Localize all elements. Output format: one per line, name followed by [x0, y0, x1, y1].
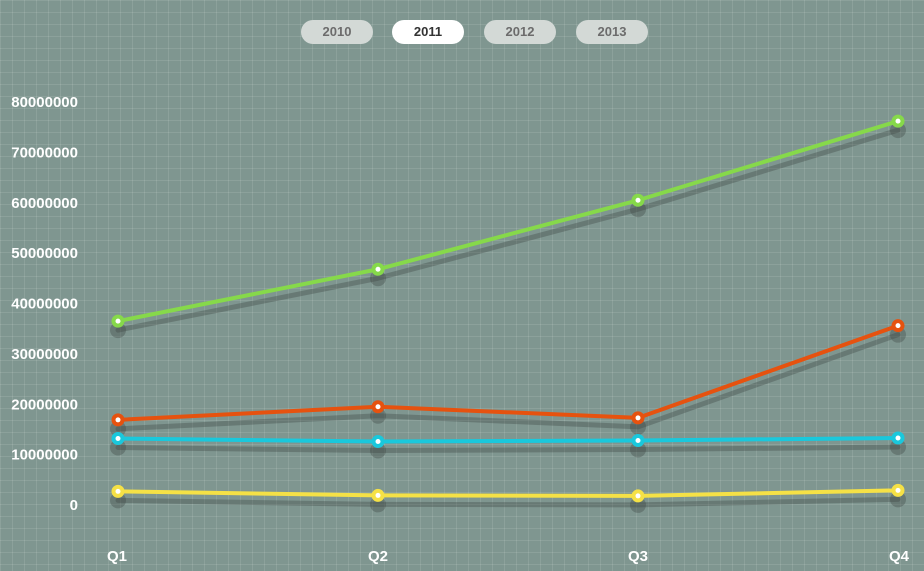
- tab-2011[interactable]: 2011: [392, 20, 464, 44]
- series-points: [111, 114, 905, 503]
- data-point-center: [375, 439, 381, 445]
- data-point-center: [375, 266, 381, 272]
- data-point-center: [635, 438, 641, 444]
- y-tick-label: 10000000: [11, 447, 78, 464]
- data-point-center: [115, 318, 121, 324]
- series-line-shadow: [115, 444, 901, 454]
- y-tick-label: 30000000: [11, 346, 78, 363]
- series-shadows: [110, 122, 906, 513]
- data-point-center: [895, 323, 901, 329]
- y-tick-label: 0: [70, 497, 78, 514]
- y-tick-label: 20000000: [11, 396, 78, 413]
- data-point-center: [635, 197, 641, 203]
- tab-2010[interactable]: 2010: [301, 20, 373, 44]
- y-tick-label: 60000000: [11, 195, 78, 212]
- tab-2013[interactable]: 2013: [576, 20, 648, 44]
- data-point-center: [115, 417, 121, 423]
- y-tick-label: 70000000: [11, 144, 78, 161]
- tab-2012[interactable]: 2012: [484, 20, 556, 44]
- x-tick-label: Q1: [107, 548, 127, 565]
- series-line: [116, 488, 900, 498]
- data-point-center: [115, 436, 121, 442]
- series-lines: [116, 119, 900, 498]
- series-line-shadow: [115, 127, 901, 333]
- series-line-shadow: [115, 332, 901, 432]
- series-line: [116, 119, 900, 324]
- data-point-center: [635, 415, 641, 421]
- data-point-center: [895, 487, 901, 493]
- data-point-center: [635, 493, 641, 499]
- y-tick-label: 50000000: [11, 245, 78, 262]
- data-point-center: [115, 488, 121, 494]
- x-tick-label: Q3: [628, 548, 648, 565]
- data-point-center: [375, 404, 381, 410]
- y-tick-label: 40000000: [11, 296, 78, 313]
- series-line: [116, 436, 900, 444]
- x-tick-label: Q2: [368, 548, 388, 565]
- year-tab-bar: 2010 2011 2012 2013: [0, 20, 924, 44]
- x-tick-label: Q4: [889, 548, 910, 565]
- y-axis: 0 10000000 20000000 30000000 40000000 5000000…: [11, 94, 78, 514]
- data-point-center: [895, 435, 901, 441]
- series-line: [116, 323, 900, 422]
- data-point-center: [375, 492, 381, 498]
- y-tick-label: 80000000: [11, 94, 78, 111]
- series-line-shadow: [115, 496, 901, 508]
- data-point-center: [895, 118, 901, 124]
- x-axis: Q1 Q2 Q3 Q4: [107, 548, 910, 565]
